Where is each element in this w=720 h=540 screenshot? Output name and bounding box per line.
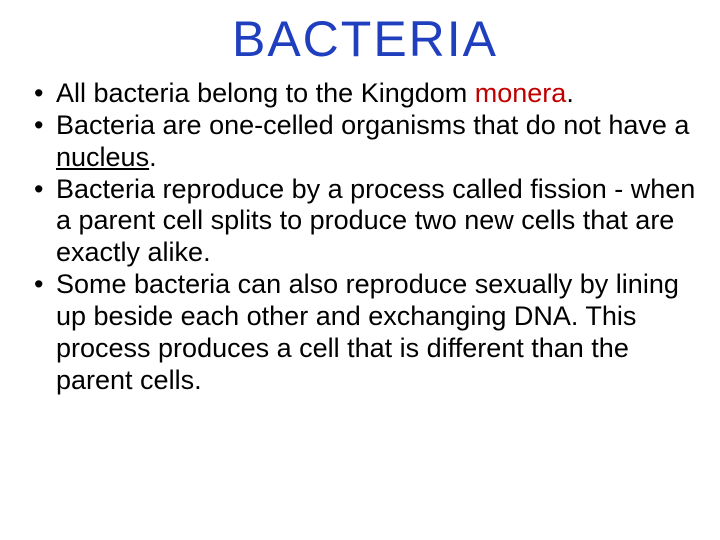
bullet-text: Some bacteria can also reproduce sexuall… — [56, 269, 679, 395]
list-item: All bacteria belong to the Kingdom moner… — [30, 78, 700, 110]
monera-word: monera — [475, 78, 567, 108]
list-item: Bacteria are one-celled organisms that d… — [30, 110, 700, 174]
period: . — [566, 78, 574, 108]
list-item: Some bacteria can also reproduce sexuall… — [30, 269, 700, 396]
bullet-text: Bacteria reproduce by a process called f… — [56, 174, 695, 268]
bullet-text: Bacteria are one-celled organisms that d… — [56, 110, 689, 140]
list-item: Bacteria reproduce by a process called f… — [30, 174, 700, 270]
slide: BACTERIA All bacteria belong to the King… — [0, 0, 720, 540]
bullet-list: All bacteria belong to the Kingdom moner… — [30, 78, 700, 397]
bullet-text: All bacteria belong to the Kingdom — [56, 78, 475, 108]
nucleus-word: nucleus — [56, 142, 149, 172]
slide-title: BACTERIA — [30, 10, 700, 68]
period: . — [149, 142, 157, 172]
